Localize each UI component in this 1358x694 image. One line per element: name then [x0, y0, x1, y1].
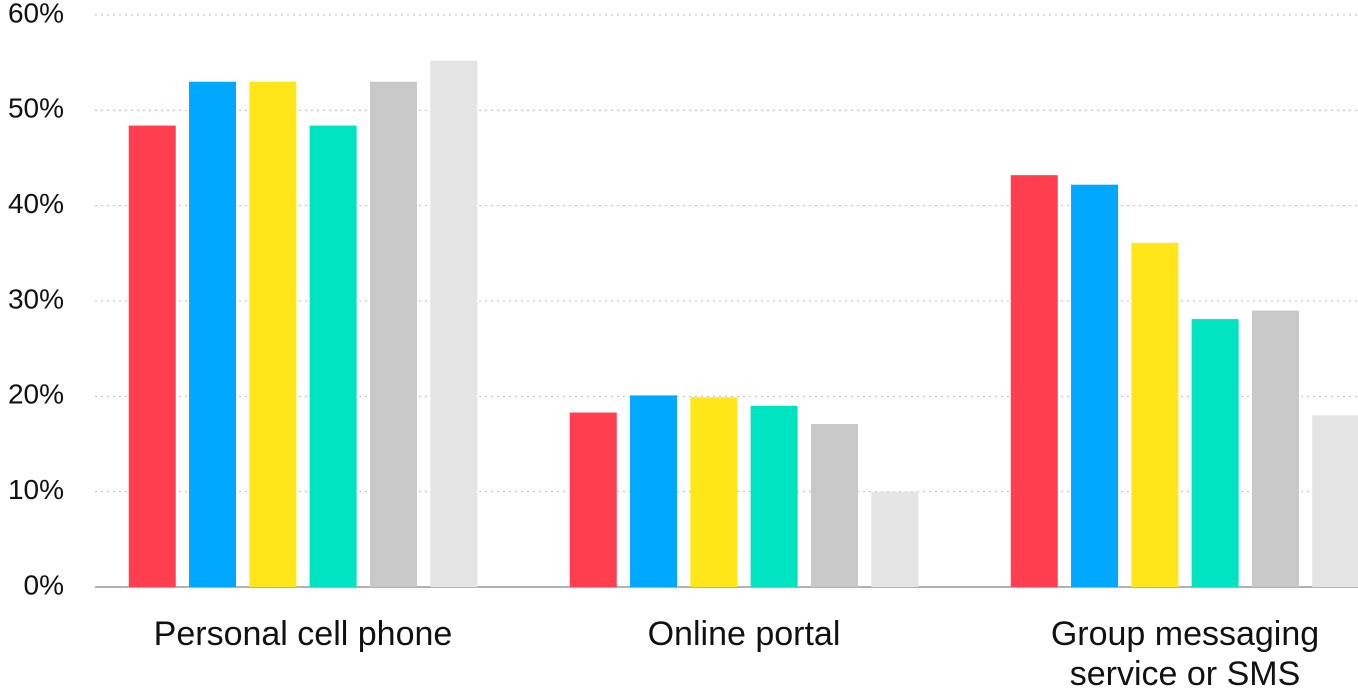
bar [569, 412, 617, 587]
y-tick-label: 20% [8, 379, 64, 410]
bar [1191, 319, 1239, 587]
bar [1010, 175, 1058, 587]
bar [1312, 415, 1358, 587]
bar [369, 81, 417, 587]
x-tick-label: Group messaging service or SMS [1050, 615, 1320, 693]
y-tick-label: 40% [8, 188, 64, 219]
bar [128, 125, 176, 587]
bar [430, 60, 478, 587]
y-tick-label: 10% [8, 474, 64, 505]
x-tick-label: Personal cell phone [153, 615, 453, 653]
y-tick-label: 50% [8, 93, 64, 124]
bar [189, 81, 237, 587]
bar [810, 423, 858, 587]
bar [309, 125, 357, 587]
y-tick-label: 30% [8, 283, 64, 314]
bar [630, 395, 678, 587]
x-tick-label: Online portal [647, 615, 841, 653]
bar [750, 405, 798, 587]
bar [690, 397, 738, 587]
bar [1131, 242, 1179, 587]
y-tick-label: 60% [8, 0, 64, 28]
bar [1251, 310, 1299, 587]
bar [1071, 184, 1119, 587]
bar [871, 491, 919, 587]
bar [249, 81, 297, 587]
y-tick-label: 0% [24, 569, 64, 600]
